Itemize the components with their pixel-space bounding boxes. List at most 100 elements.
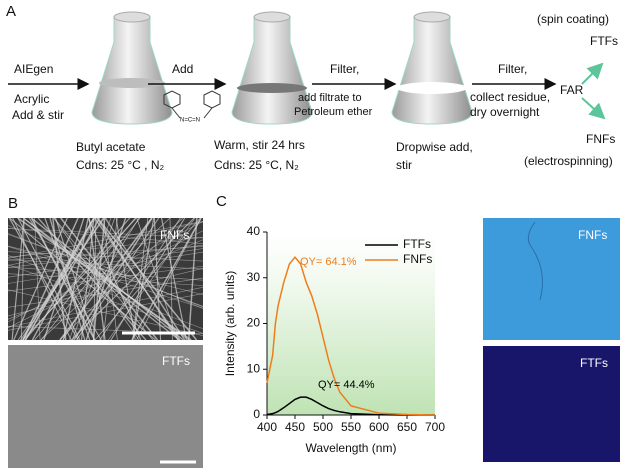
- y-tick-label: 30: [247, 270, 261, 284]
- x-tick-label: 550: [341, 420, 361, 434]
- fiber: [94, 217, 181, 341]
- fiber: [7, 264, 204, 334]
- fiber: [7, 230, 204, 329]
- fiber: [132, 217, 155, 341]
- x-tick-label: 450: [285, 420, 305, 434]
- fiber: [7, 228, 204, 244]
- step-text: collect residue,: [470, 90, 550, 104]
- fiber: [22, 217, 95, 341]
- fiber: [70, 217, 195, 341]
- x-tick-label: 600: [369, 420, 389, 434]
- molecule-text: N=C=N: [180, 118, 200, 124]
- image-label: FTFs: [580, 356, 608, 370]
- image-label: FTFs: [162, 354, 190, 368]
- branch-text: FTFs: [590, 34, 618, 48]
- panel-label: B: [8, 195, 18, 212]
- fiber: [7, 293, 204, 331]
- step-text: Filter,: [498, 62, 527, 76]
- y-tick-label: 40: [247, 224, 261, 238]
- step-text: Add & stir: [12, 108, 64, 122]
- fiber: [136, 217, 202, 341]
- bond: [203, 107, 213, 119]
- y-tick-label: 10: [247, 361, 261, 375]
- fiber: [7, 237, 204, 258]
- step-text: AIEgen: [14, 62, 53, 76]
- photo: [483, 346, 620, 462]
- fiber: [22, 217, 79, 341]
- fiber: [7, 246, 204, 309]
- flask-text: Butyl acetate: [76, 140, 146, 154]
- y-tick-label: 0: [253, 407, 260, 421]
- liquid: [99, 78, 165, 88]
- x-tick-label: 700: [425, 420, 445, 434]
- molecule-ring: [163, 90, 181, 109]
- flask-text: Dropwise add,: [396, 140, 473, 154]
- plot-area: [267, 232, 435, 415]
- y-axis-label: Intensity (arb. units): [223, 271, 237, 376]
- fiber: [7, 221, 204, 266]
- product: FAR: [560, 83, 584, 97]
- step-text: add filtrate to: [298, 92, 362, 104]
- legend-label: FTFs: [403, 237, 431, 251]
- fiber: [59, 217, 183, 341]
- fiber: [7, 287, 204, 328]
- liquid: [237, 83, 307, 93]
- chart: 400 450 500 550 600 650 700 0 10 20 30 40 Wavelength…: [223, 224, 445, 455]
- fiber: [11, 217, 25, 341]
- arrow: [581, 97, 606, 120]
- fiber: [160, 217, 187, 341]
- fiber: [40, 217, 171, 341]
- step-text: Petroleum ether: [294, 106, 373, 118]
- step-text: Acrylic: [14, 92, 49, 106]
- branch-text: FNFs: [586, 132, 615, 146]
- flask: [391, 11, 473, 125]
- fiber: [108, 217, 196, 341]
- fiber: [7, 259, 204, 270]
- fiber: [69, 217, 112, 341]
- liquid: [397, 82, 467, 94]
- series-line: [266, 255, 436, 416]
- fiber: [7, 266, 204, 281]
- crack: [527, 221, 543, 301]
- series-line: [266, 396, 435, 416]
- x-tick-label: 400: [257, 420, 277, 434]
- panel-label: A: [6, 3, 16, 20]
- fiber: [20, 217, 25, 341]
- annotation: QY= 44.4%: [318, 379, 375, 391]
- image-label: FNFs: [578, 228, 607, 242]
- fiber: [55, 217, 95, 341]
- step-text: dry overnight: [470, 105, 540, 119]
- fiber: [7, 289, 204, 336]
- fiber: [7, 277, 204, 308]
- x-tick-label: 650: [397, 420, 417, 434]
- x-axis-label: Wavelength (nm): [306, 441, 397, 455]
- panel-label: C: [216, 193, 227, 210]
- fiber: [104, 217, 186, 341]
- fiber: [7, 251, 204, 284]
- molecule-ring: [203, 90, 221, 109]
- step-text: Add: [172, 62, 193, 76]
- fiber: [7, 245, 204, 261]
- step-text: Filter,: [330, 62, 359, 76]
- fiber: [13, 217, 68, 341]
- sem-image: [8, 345, 203, 468]
- fiber: [131, 217, 202, 341]
- flask-text: Cdns: 25 °C, N₂: [214, 158, 299, 172]
- fiber: [7, 251, 204, 262]
- annotation: QY= 64.1%: [300, 256, 357, 268]
- image-label: FNFs: [160, 228, 189, 242]
- legend-label: FNFs: [403, 252, 432, 266]
- flask-text: Warm, stir 24 hrs: [214, 138, 305, 152]
- fiber: [7, 228, 204, 239]
- fiber: [7, 234, 204, 307]
- fiber: [7, 267, 204, 317]
- fiber: [115, 217, 136, 341]
- fiber: [9, 217, 156, 341]
- flask-text: stir: [396, 158, 412, 172]
- fiber: [28, 217, 102, 341]
- arrow: [581, 62, 604, 85]
- y-tick-label: 20: [247, 316, 261, 330]
- fiber: [73, 217, 153, 341]
